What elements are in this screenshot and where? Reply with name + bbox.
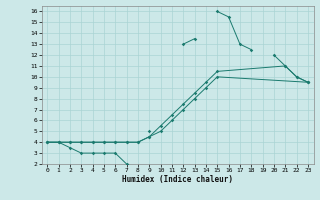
X-axis label: Humidex (Indice chaleur): Humidex (Indice chaleur): [122, 175, 233, 184]
